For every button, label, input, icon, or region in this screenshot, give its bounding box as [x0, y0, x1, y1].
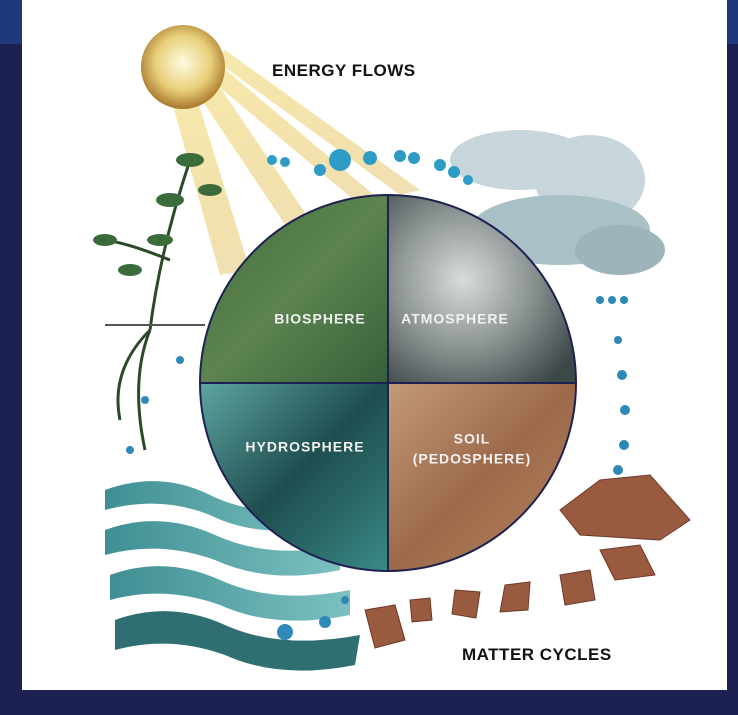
sphere-label: HYDROSPHERE [245, 439, 364, 455]
scene: BIOSPHERE ATMOSPHERE HYDROSPHERE SOIL (P… [0, 0, 738, 715]
sun [141, 25, 225, 109]
sphere-label: SOIL [454, 431, 491, 447]
caption: MATTER CYCLES [462, 645, 612, 664]
title: ENERGY FLOWS [272, 61, 416, 80]
sphere-label: (PEDOSPHERE) [413, 451, 532, 467]
sphere-label: BIOSPHERE [274, 311, 365, 327]
sphere-label: ATMOSPHERE [401, 311, 509, 327]
